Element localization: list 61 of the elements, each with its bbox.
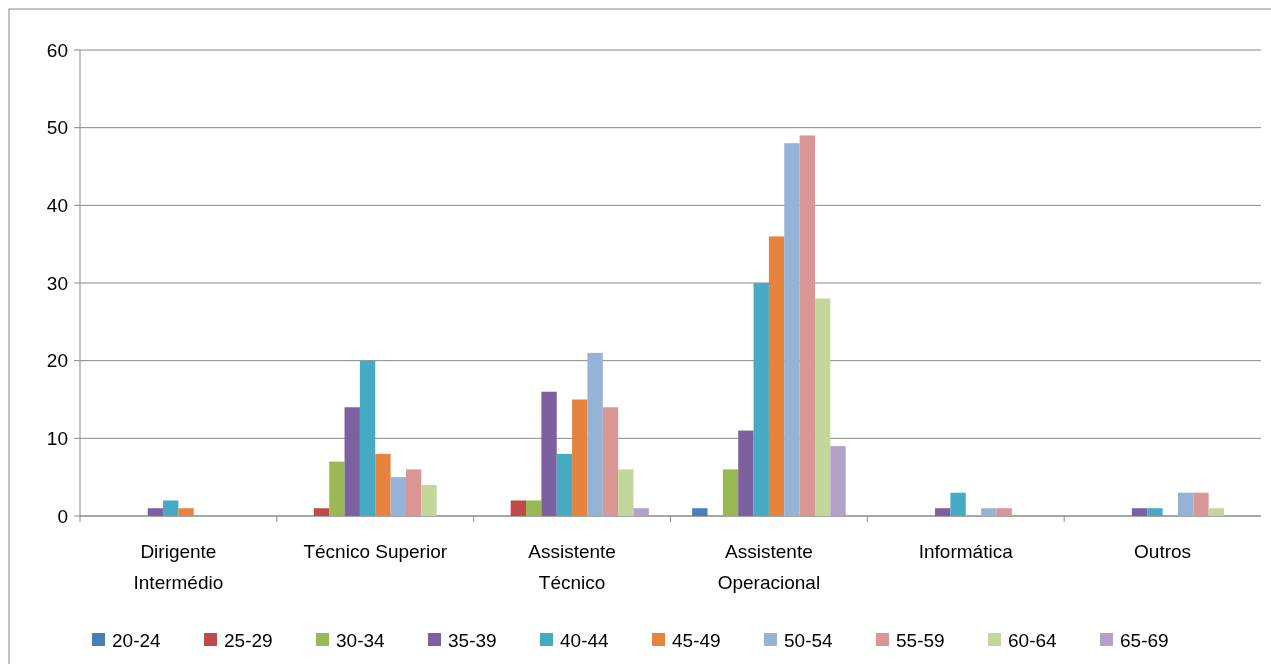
bar — [1193, 492, 1209, 516]
bar — [738, 430, 754, 516]
bar — [1177, 492, 1194, 516]
bar — [375, 453, 391, 516]
bar — [602, 407, 619, 516]
y-tick-label: 0 — [57, 505, 68, 527]
x-tick-label: Informática — [918, 541, 1014, 562]
y-tick-label: 20 — [46, 350, 68, 372]
bar — [163, 500, 179, 516]
legend-label: 40-44 — [560, 629, 610, 651]
y-tick-label: 40 — [46, 194, 68, 216]
x-tick-label: Técnico Superior — [303, 541, 448, 562]
bar — [830, 446, 846, 516]
bar — [329, 461, 345, 516]
bar — [950, 492, 966, 516]
bar — [784, 143, 800, 516]
bar — [1208, 508, 1224, 516]
bar — [344, 407, 360, 516]
bar — [799, 135, 815, 516]
x-tick-label: Assistente Técnico — [528, 541, 616, 593]
bar — [556, 453, 573, 516]
legend-label: 25-29 — [224, 629, 273, 651]
bar — [981, 508, 997, 516]
bar — [814, 298, 831, 516]
bar — [753, 283, 769, 516]
bar — [692, 508, 708, 516]
bar — [421, 484, 437, 516]
bar — [722, 469, 739, 516]
bar — [996, 508, 1012, 516]
legend-label: 60-64 — [1008, 629, 1058, 651]
y-tick-label: 50 — [46, 117, 68, 139]
legend-label: 50-54 — [784, 629, 834, 651]
y-tick-label: 10 — [46, 427, 68, 449]
bar — [633, 508, 649, 516]
bar — [572, 399, 588, 516]
bar — [526, 500, 542, 516]
legend-label: 35-39 — [448, 629, 497, 651]
bar — [405, 469, 422, 516]
bar — [768, 236, 785, 516]
bar — [935, 508, 951, 516]
legend-label: 30-34 — [336, 629, 386, 651]
legend-label: 65-69 — [1120, 629, 1169, 651]
bar — [541, 391, 557, 516]
bar — [510, 500, 527, 516]
bar — [178, 508, 194, 516]
bar — [1147, 508, 1163, 516]
legend-label: 45-49 — [672, 629, 721, 651]
bar — [1131, 508, 1148, 516]
legend-label: 20-24 — [112, 629, 162, 651]
x-tick-label: Outros — [1134, 541, 1192, 562]
bar — [147, 508, 164, 516]
x-tick-label: Dirigente Intermédio — [133, 541, 224, 593]
x-tick-label: Assistente Operacional — [717, 541, 821, 593]
bar — [359, 360, 376, 516]
legend-label: 55-59 — [896, 629, 945, 651]
bar — [587, 352, 603, 516]
bar — [618, 469, 634, 516]
bar — [390, 477, 406, 516]
bar — [313, 508, 330, 516]
y-tick-label: 60 — [46, 39, 68, 61]
y-tick-label: 30 — [46, 272, 68, 294]
